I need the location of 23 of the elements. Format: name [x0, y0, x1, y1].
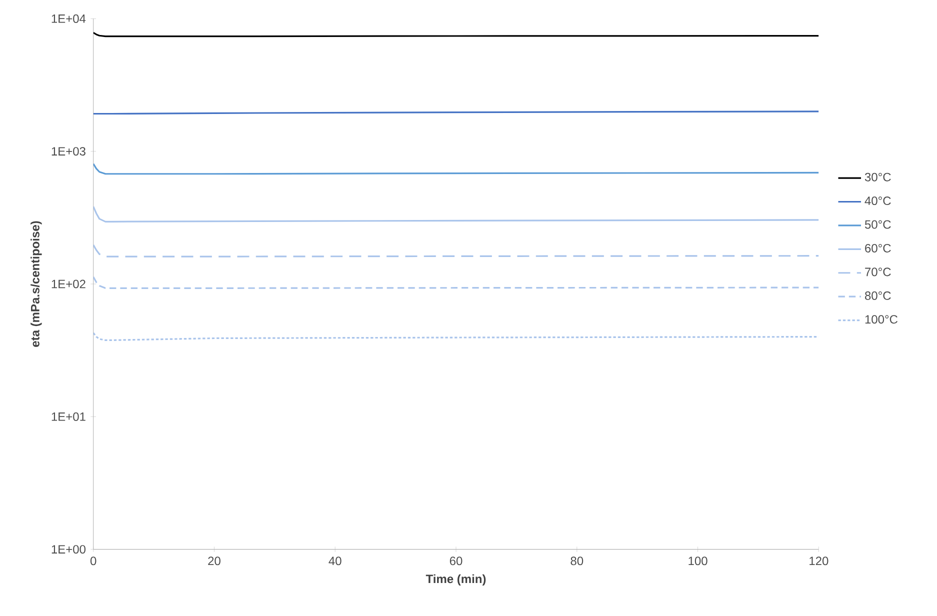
y-tick-label: 1E+02 — [52, 280, 86, 288]
legend-label: 60°C — [865, 244, 891, 252]
y-tick-label: 1E+00 — [52, 545, 86, 554]
x-tick-label: 0 — [90, 556, 96, 566]
y-axis-title: eta (mPa.s/centipoise) — [30, 221, 42, 347]
y-tick-label: 1E+03 — [52, 147, 86, 156]
legend-label: 40°C — [864, 196, 891, 206]
legend-label: 70°C — [865, 268, 891, 276]
x-tick-label: 80 — [570, 556, 584, 566]
x-tick-label: 120 — [810, 556, 828, 566]
legend-label: 80°C — [865, 291, 891, 300]
x-axis-title: Time (min) — [426, 574, 486, 586]
legend-label: 50°C — [864, 220, 891, 229]
x-tick-label: 20 — [208, 556, 220, 566]
legend-label: 100°C — [865, 315, 898, 324]
legend-label: 30°C — [864, 172, 891, 182]
x-tick-label: 100 — [688, 556, 708, 566]
line-series — [93, 206, 819, 222]
x-tick-label: 60 — [450, 556, 462, 566]
x-tick-label: 40 — [328, 556, 342, 566]
y-tick-label: 1E+01 — [52, 412, 86, 421]
y-tick-label: 1E+04 — [52, 14, 86, 23]
line-series — [93, 332, 819, 342]
